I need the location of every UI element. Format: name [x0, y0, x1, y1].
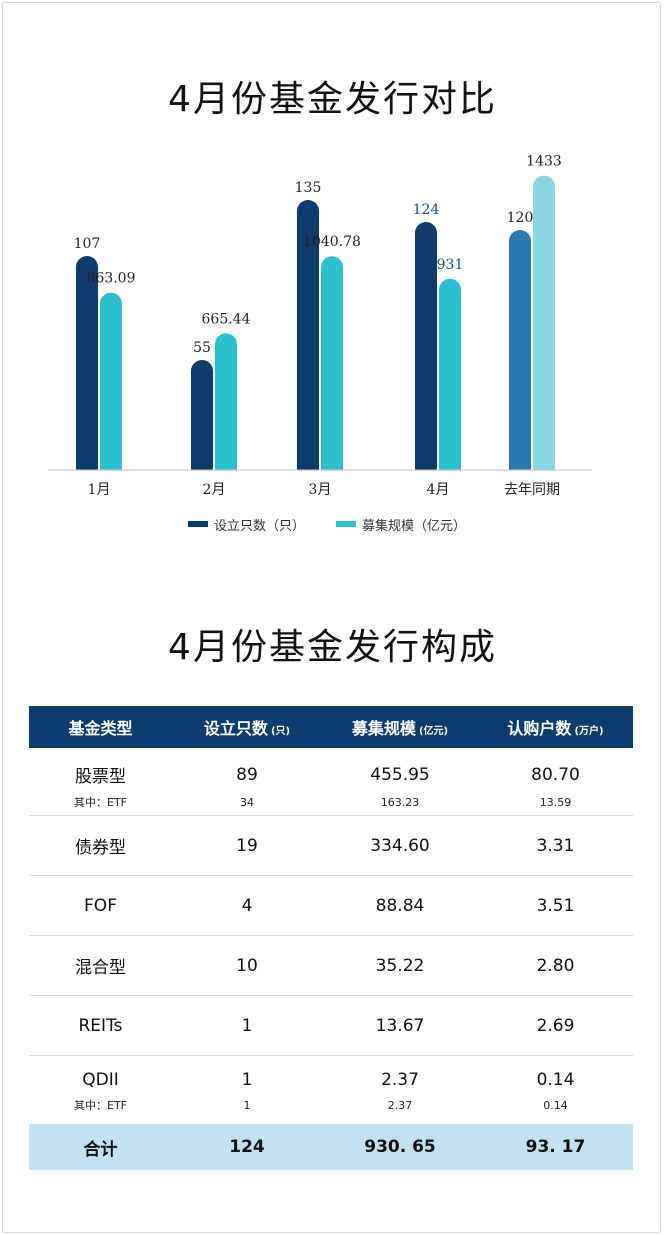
fund-table: 基金类型 设立只数 (只) 募集规模 (亿元) 认购户数 (万户) 股票型 89 45… [29, 706, 633, 1170]
data-label-scale: 1040.78 [303, 234, 361, 250]
bar-count [509, 230, 531, 470]
total-count: 124 [229, 1137, 265, 1157]
cell-count: 89 [236, 764, 258, 785]
data-label-scale: 931 [437, 257, 464, 273]
subcell-users: 13.59 [539, 795, 572, 809]
table-row: 债券型 19 334.60 3.31 [29, 816, 633, 876]
cell-users: 3.51 [536, 895, 575, 916]
cell-scale: 334.60 [370, 835, 430, 856]
table-header: 基金类型 设立只数 (只) 募集规模 (亿元) 认购户数 (万户) [29, 706, 633, 748]
bar-count [297, 200, 319, 470]
data-label-count: 124 [413, 202, 440, 218]
data-label-count: 120 [507, 210, 534, 226]
cell-scale: 455.95 [370, 764, 430, 785]
header-count: 设立只数 (只) [203, 719, 291, 738]
cell-users: 0.14 [536, 1070, 575, 1090]
x-tick-label: 去年同期 [504, 482, 560, 498]
x-tick-label: 3月 [309, 482, 332, 498]
cell-users: 2.80 [536, 955, 575, 976]
bar-chart: 107 863.09 1月 55 665.44 2月 135 1040.78 3月 124 931 4… [48, 154, 592, 534]
bar-scale [100, 292, 122, 470]
data-label-count: 107 [74, 236, 101, 252]
legend-label-count: 设立只数（只） [214, 519, 305, 534]
bar-count [76, 256, 98, 470]
chart-title: 4月份基金发行对比 [168, 79, 497, 120]
cell-type: REITs [78, 1015, 123, 1036]
data-label-scale: 665.44 [202, 311, 251, 327]
header-scale: 募集规模 (亿元) [351, 719, 449, 738]
cell-type: 混合型 [75, 958, 126, 978]
bar-count [415, 222, 437, 470]
cell-type: 股票型 [75, 767, 126, 787]
total-scale: 930. 65 [364, 1137, 436, 1157]
data-label-count: 135 [295, 180, 322, 196]
table-row: REITs 1 13.67 2.69 [29, 996, 633, 1056]
header-type: 基金类型 [68, 719, 133, 738]
cell-type: FOF [84, 895, 117, 916]
subcell-scale: 2.37 [387, 1098, 413, 1112]
data-label-scale: 863.09 [87, 271, 136, 287]
cell-count: 1 [241, 1070, 253, 1090]
header-users: 认购户数 (万户) [507, 719, 604, 738]
cell-count: 10 [236, 955, 258, 976]
cell-type: QDII [82, 1070, 119, 1090]
cell-users: 3.31 [536, 835, 575, 856]
data-label-scale: 1433 [526, 154, 562, 170]
subcell-type: 其中：ETF [74, 1099, 127, 1112]
cell-scale: 35.22 [375, 955, 425, 976]
bar-scale [439, 278, 461, 470]
data-label-count: 55 [193, 340, 211, 356]
cell-type: 债券型 [75, 838, 126, 858]
bar-scale [215, 333, 237, 470]
legend-swatch-count [188, 521, 208, 527]
subcell-count: 1 [243, 1098, 251, 1112]
total-users: 93. 17 [525, 1137, 586, 1157]
total-row: 合计 124 930. 65 93. 17 [29, 1124, 633, 1170]
x-tick-label: 2月 [203, 482, 226, 498]
cell-scale: 88.84 [375, 895, 425, 916]
subcell-count: 34 [240, 795, 254, 809]
cell-users: 80.70 [531, 764, 580, 785]
total-type: 合计 [83, 1139, 118, 1160]
legend-swatch-scale [336, 521, 356, 527]
bar-scale [321, 256, 343, 470]
bar-scale [533, 175, 555, 471]
cell-count: 1 [241, 1015, 253, 1036]
bar-count [191, 360, 213, 470]
x-tick-label: 4月 [427, 482, 450, 498]
cell-count: 4 [241, 895, 253, 916]
table-row: QDII 1 2.37 0.14 其中：ETF 1 2.37 0.14 [29, 1056, 633, 1124]
cell-count: 19 [236, 835, 258, 856]
table-row: FOF 4 88.84 3.51 [29, 876, 633, 936]
subcell-users: 0.14 [543, 1098, 568, 1112]
cell-scale: 13.67 [375, 1015, 425, 1036]
table-row: 股票型 89 455.95 80.70 其中：ETF 34 163.23 13.… [29, 748, 633, 816]
cell-scale: 2.37 [381, 1070, 419, 1090]
legend-label-scale: 募集规模（亿元） [362, 518, 466, 534]
cell-users: 2.69 [536, 1015, 575, 1036]
table-title: 4月份基金发行构成 [168, 627, 497, 668]
subcell-type: 其中：ETF [74, 796, 127, 809]
x-tick-label: 1月 [88, 482, 111, 498]
subcell-scale: 163.23 [380, 795, 420, 809]
table-row: 混合型 10 35.22 2.80 [29, 936, 633, 996]
